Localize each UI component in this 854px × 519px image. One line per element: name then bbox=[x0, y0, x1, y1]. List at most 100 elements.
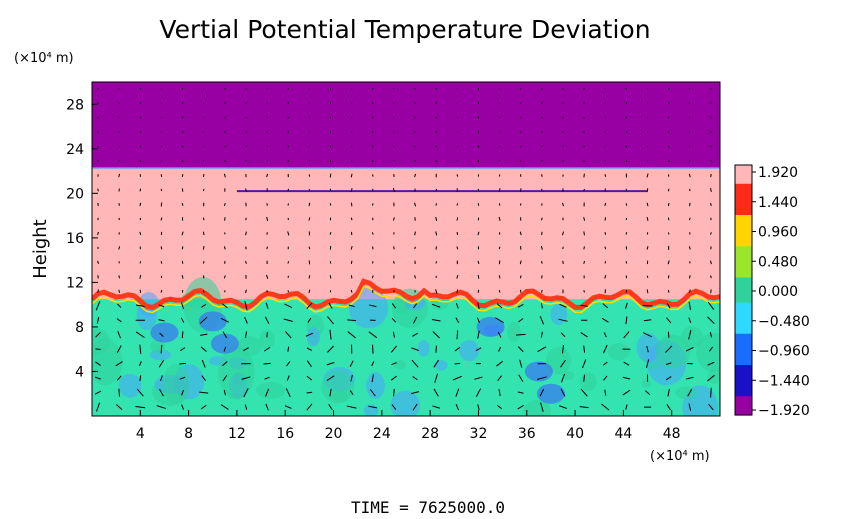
vector-arrow bbox=[583, 217, 586, 221]
vector-arrow bbox=[583, 290, 585, 293]
vector-arrow bbox=[496, 404, 503, 410]
vector-arrow bbox=[96, 316, 100, 324]
vector-arrow bbox=[519, 231, 522, 236]
colorbar-segment bbox=[735, 315, 752, 322]
vector-arrow bbox=[706, 374, 715, 382]
vector-arrow bbox=[222, 361, 228, 367]
plot-area bbox=[92, 82, 720, 416]
vector-arrow bbox=[456, 274, 459, 279]
vector-arrow bbox=[306, 391, 313, 394]
vector-arrow bbox=[199, 391, 209, 394]
x-tick-label: 40 bbox=[566, 426, 584, 442]
vector-arrow bbox=[518, 318, 524, 323]
vector-arrow bbox=[329, 173, 332, 178]
vector-arrow bbox=[498, 389, 501, 397]
vector-arrow bbox=[601, 403, 610, 411]
vector-arrow bbox=[159, 388, 164, 397]
vector-arrow bbox=[159, 332, 164, 337]
vector-arrow bbox=[305, 332, 313, 337]
y-tick-label: 24 bbox=[66, 142, 84, 158]
lower-layer-patch bbox=[536, 383, 565, 404]
vector-arrow bbox=[287, 231, 290, 236]
vector-arrow bbox=[625, 188, 628, 192]
colorbar-segment bbox=[735, 346, 752, 354]
vector-arrow bbox=[580, 388, 588, 397]
colorbar-segment bbox=[735, 258, 752, 266]
x-axis: 4 8 12 16 20 24 28 32 36 40 44 48 bbox=[136, 410, 681, 442]
colorbar-segment bbox=[735, 383, 752, 391]
vector-arrow bbox=[560, 388, 566, 397]
vector-arrow bbox=[346, 405, 357, 409]
colorbar-segment bbox=[735, 233, 752, 241]
vector-arrow bbox=[160, 289, 163, 293]
vector-arrow bbox=[667, 202, 670, 207]
vector-arrow bbox=[646, 289, 649, 294]
vector-arrow bbox=[580, 332, 588, 338]
colorbar-segment bbox=[735, 327, 752, 335]
vector-arrow bbox=[244, 404, 248, 410]
colorbar-label: −1.440 bbox=[758, 373, 810, 389]
vector-arrow bbox=[604, 389, 607, 396]
lower-layer-patch bbox=[524, 361, 553, 382]
vector-arrow bbox=[392, 331, 395, 338]
vector-arrow bbox=[286, 361, 291, 367]
vector-arrow bbox=[685, 376, 694, 380]
vector-arrow bbox=[710, 173, 712, 178]
vector-arrow bbox=[118, 289, 121, 293]
lower-layer-patch bbox=[696, 332, 720, 372]
lower-layer-patch bbox=[459, 340, 480, 361]
vector-arrow bbox=[368, 331, 378, 339]
vector-arrow bbox=[645, 359, 650, 368]
vector-arrow bbox=[456, 203, 459, 206]
vector-arrow bbox=[583, 246, 585, 250]
lower-layer-patch bbox=[648, 361, 659, 370]
vector-arrow bbox=[266, 246, 268, 250]
vector-arrow bbox=[517, 303, 524, 308]
vector-arrow bbox=[160, 344, 163, 354]
vector-arrow bbox=[95, 361, 101, 366]
vector-arrow bbox=[456, 246, 459, 250]
vector-arrow bbox=[181, 331, 184, 339]
region-middle-layer bbox=[92, 167, 720, 300]
vector-arrow bbox=[562, 231, 564, 236]
vector-arrow bbox=[475, 347, 482, 352]
vector-arrow bbox=[583, 231, 585, 236]
vector-arrow bbox=[625, 261, 628, 264]
vector-arrow bbox=[391, 303, 396, 309]
vector-arrow bbox=[580, 304, 588, 307]
vector-arrow bbox=[350, 173, 353, 178]
lower-layer-patch bbox=[256, 382, 286, 399]
vector-arrow bbox=[517, 346, 524, 353]
vector-arrow bbox=[517, 404, 525, 410]
colorbar-segment bbox=[735, 165, 752, 172]
vector-arrow bbox=[158, 304, 165, 308]
vector-arrow bbox=[306, 375, 313, 381]
x-tick-label: 8 bbox=[184, 426, 193, 442]
vector-arrow bbox=[139, 375, 142, 382]
vector-arrow bbox=[688, 173, 691, 178]
vector-arrow bbox=[519, 275, 522, 279]
vector-arrow bbox=[541, 289, 543, 293]
lower-layer-patch bbox=[198, 311, 227, 332]
vector-arrow bbox=[329, 388, 332, 397]
vector-arrow bbox=[414, 202, 417, 207]
colorbar-segment bbox=[735, 227, 752, 235]
colorbar-segment bbox=[735, 183, 752, 191]
vector-arrow bbox=[537, 346, 547, 352]
vector-arrow bbox=[160, 246, 163, 250]
vector-arrow bbox=[156, 405, 167, 410]
colorbar-segment bbox=[735, 171, 752, 179]
vector-arrow bbox=[602, 344, 608, 354]
vector-arrow bbox=[265, 388, 270, 397]
colorbar-segment bbox=[735, 296, 752, 304]
vector-arrow bbox=[625, 404, 628, 410]
vector-arrow bbox=[688, 217, 691, 221]
colorbar-label: −0.960 bbox=[758, 344, 810, 360]
interface-edge bbox=[92, 285, 720, 314]
lower-layer-patch bbox=[435, 360, 448, 371]
vector-arrow bbox=[202, 289, 205, 293]
vector-arrow bbox=[707, 361, 715, 366]
lower-layer-patch bbox=[306, 327, 321, 346]
vector-arrow bbox=[710, 260, 712, 265]
vector-arrow bbox=[579, 406, 589, 409]
